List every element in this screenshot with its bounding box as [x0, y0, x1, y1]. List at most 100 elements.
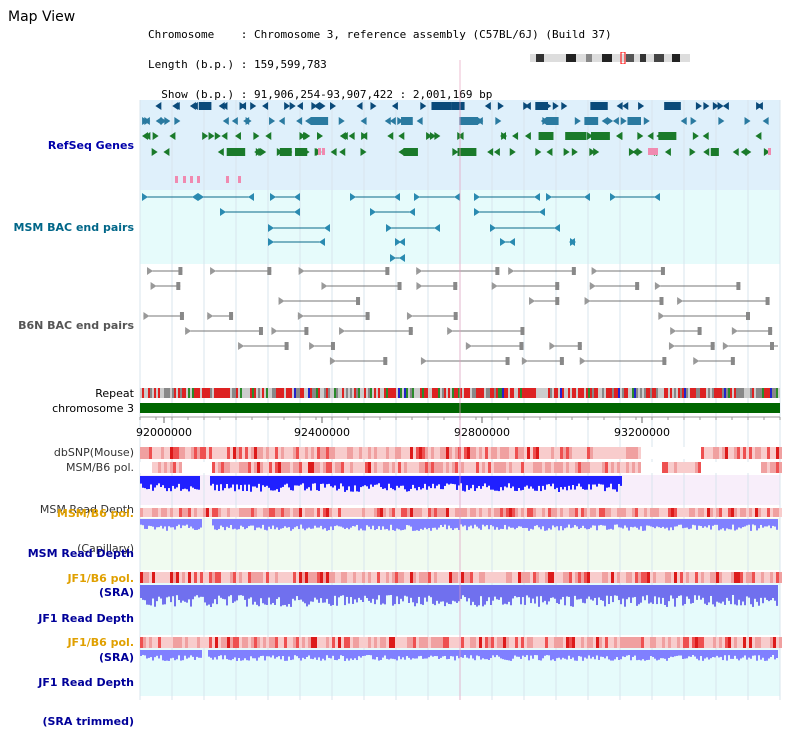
jf1-depth-sra-line2: (SRA) [99, 651, 134, 664]
gene-marker [255, 148, 262, 156]
coordinate-axis: 92000000 92400000 92800000 93200000 [136, 416, 781, 439]
chromosome-ideogram[interactable] [530, 52, 690, 64]
axis-tick-label: 93200000 [614, 426, 670, 439]
track-label-repeat: Repeat [95, 387, 134, 400]
gene-marker [360, 148, 367, 156]
track-label-msm-depth-capillary[interactable]: MSM Read Depth (Capillary) [10, 477, 134, 568]
msm-bac-track-background [140, 190, 780, 264]
gene-marker [339, 148, 346, 156]
bac-end-marker [399, 254, 405, 262]
gene-marker [260, 148, 267, 156]
bac-end-marker [414, 193, 420, 201]
bac-end-marker [549, 342, 556, 350]
track-label-b6n-bac[interactable]: B6N BAC end pairs [18, 319, 134, 332]
bac-end-marker [554, 224, 560, 232]
track-label-msm-b6-pol-2[interactable]: MSM/B6 pol. [56, 507, 134, 520]
bac-end-marker [584, 297, 591, 305]
bac-end-marker [500, 238, 506, 246]
info-show: Show (b.p.) : 91,906,254-93,907,422 : 2,… [148, 88, 493, 101]
bac-end-marker [416, 282, 423, 290]
bac-end-marker [370, 208, 376, 216]
msm-depth-capillary-line1: MSM Read Depth [39, 503, 134, 516]
msm-bac-pairs [142, 193, 660, 262]
bac-end-marker [508, 267, 515, 275]
bac-end-marker [192, 193, 198, 201]
bac-end-marker [309, 342, 316, 350]
gene-marker [314, 148, 321, 156]
msm-depth-sra-line1: MSM Read Depth [27, 547, 134, 560]
gene-marker [612, 117, 619, 125]
heat-tracks [140, 447, 782, 648]
bac-end-marker [294, 208, 300, 216]
gene-marker [254, 148, 261, 156]
bac-end-marker [324, 224, 330, 232]
track-label-msm-depth-sra[interactable]: MSM Read Depth (SRA) [10, 521, 134, 612]
bac-end-marker [298, 267, 305, 275]
bac-end-marker [207, 312, 214, 320]
bac-end-marker [670, 327, 677, 335]
gene-marker [622, 102, 629, 110]
bac-end-marker [654, 282, 661, 290]
gene-marker [276, 148, 283, 156]
track-label-jf1-depth-sra[interactable]: JF1 Read Depth (SRA) [10, 586, 134, 677]
gene-marker [744, 117, 751, 125]
gene-marker [689, 148, 696, 156]
gene-marker [632, 148, 639, 156]
bac-end-marker [142, 193, 148, 201]
bac-end-marker [210, 267, 217, 275]
bac-end-marker [454, 193, 460, 201]
track-label-msm-bac[interactable]: MSM BAC end pairs [13, 221, 134, 234]
depth-tracks [140, 476, 778, 661]
bac-end-marker [534, 193, 540, 201]
bac-end-marker [297, 312, 304, 320]
bac-end-marker [198, 193, 204, 201]
bac-end-marker [529, 297, 536, 305]
gene-marker [649, 148, 656, 156]
bac-end-marker [319, 238, 325, 246]
track-label-jf1-b6-pol-2[interactable]: JF1/B6 pol. [67, 636, 134, 649]
bac-end-marker [339, 327, 346, 335]
msm-depth-sra-line2: (SRA) [99, 586, 134, 599]
bac-end-marker [589, 282, 596, 290]
track-label-jf1-depth-trimmed[interactable]: JF1 Read Depth (SRA trimmed) [10, 650, 134, 741]
gene-marker [163, 148, 170, 156]
track-label-dbsnp[interactable]: dbSNP(Mouse) [53, 446, 134, 459]
gene-marker [664, 148, 671, 156]
gene-marker [258, 148, 265, 156]
bac-end-marker [610, 193, 616, 201]
bac-end-marker [654, 193, 660, 201]
info-read-coverage: Read coverage check span : 10,000 [142, 118, 361, 131]
bac-end-marker [268, 238, 274, 246]
bac-end-marker [465, 342, 472, 350]
jf1-depth-sra-background [140, 583, 780, 635]
bac-end-marker [570, 238, 576, 246]
gene-marker [690, 117, 697, 125]
gene-marker [546, 148, 553, 156]
bac-end-marker [509, 238, 515, 246]
track-label-jf1-b6-pol-1[interactable]: JF1/B6 pol. [67, 572, 134, 585]
gene-marker [755, 132, 762, 140]
gene-marker [636, 148, 643, 156]
jf1-depth-trim-background [140, 648, 780, 696]
gene-marker [740, 148, 747, 156]
track-label-refseq[interactable]: RefSeq Genes [47, 139, 134, 152]
gene-marker [659, 132, 666, 140]
bac-end-marker [386, 224, 392, 232]
track-label-msm-b6-pol-1[interactable]: MSM/B6 pol. [66, 461, 134, 474]
gene-marker [763, 148, 770, 156]
gene-marker [616, 132, 623, 140]
gene-marker [620, 117, 627, 125]
bac-end-marker [731, 327, 738, 335]
gene-marker [315, 148, 322, 156]
gene-marker [695, 102, 702, 110]
gene-marker [680, 117, 687, 125]
bac-end-marker [321, 282, 328, 290]
gene-marker [493, 148, 500, 156]
gene-marker [651, 148, 658, 156]
axis-tick-label: 92400000 [294, 426, 350, 439]
gene-marker [615, 132, 622, 140]
axis-tick-label: 92800000 [454, 426, 510, 439]
info-chromosome: Chromosome : Chromosome 3, reference ass… [148, 28, 612, 41]
bac-end-marker [569, 238, 575, 246]
bac-end-marker [420, 357, 427, 365]
